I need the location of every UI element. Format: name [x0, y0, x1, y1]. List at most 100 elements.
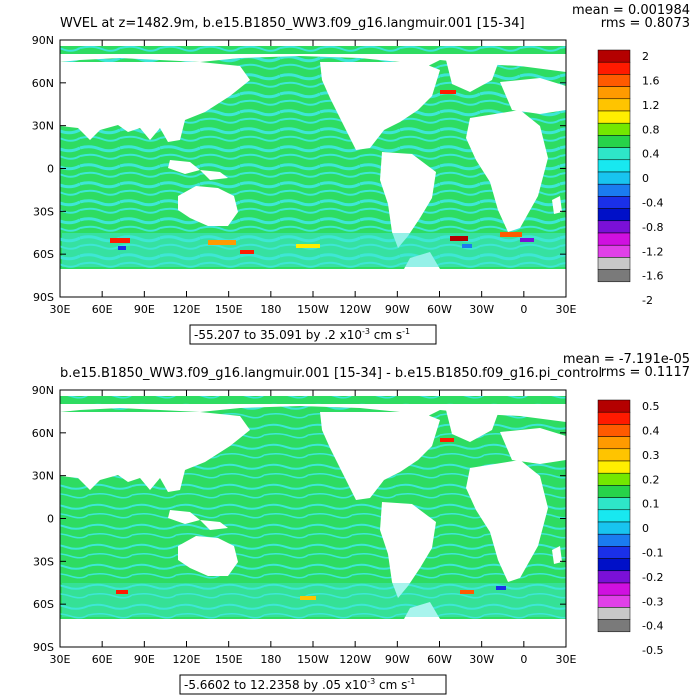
- colorbar-label: -2: [642, 294, 653, 307]
- panel-1-lat-labels: 90N 60N 30N 0 30S 60S 90S: [32, 34, 54, 304]
- panel-1-range-units-exp: -1: [402, 327, 410, 336]
- lat-label: 30N: [32, 470, 54, 483]
- panel-1-range-exp: -3: [362, 327, 370, 336]
- panel-1-stats-mean: mean = 0.001984: [572, 3, 690, 18]
- panel-2-map: [59, 389, 567, 648]
- map-panel-2: b.e15.B1850_WW3.f09_g16.langmuir.001 [15…: [32, 352, 690, 695]
- colorbar-label: 0.8: [642, 123, 660, 136]
- lon-label: 30W: [469, 303, 494, 316]
- lon-label: 60E: [92, 653, 113, 666]
- lon-label: 150E: [215, 303, 243, 316]
- colorbar-swatch: [597, 147, 631, 161]
- lon-label: 120E: [173, 303, 201, 316]
- colorbar-swatch: [597, 399, 631, 413]
- colorbar-swatch: [597, 98, 631, 112]
- lat-label: 90N: [32, 384, 54, 397]
- lon-label: 90W: [385, 653, 410, 666]
- colorbar-swatch: [597, 183, 631, 197]
- lon-label: 0: [520, 303, 527, 316]
- lon-label: 90E: [134, 303, 155, 316]
- svg-text:-55.207 to 35.091 by .2 x10-3: -55.207 to 35.091 by .2 x10-3 cm s-1: [194, 327, 410, 342]
- colorbar-label: -0.4: [642, 620, 663, 633]
- panel-2-title: b.e15.B1850_WW3.f09_g16.langmuir.001 [15…: [60, 366, 602, 381]
- lat-label: 30S: [33, 555, 54, 568]
- lon-label: 90W: [385, 303, 410, 316]
- colorbar-label: 0.3: [642, 449, 660, 462]
- colorbar-swatch: [597, 86, 631, 100]
- colorbar-swatch: [597, 436, 631, 450]
- panel-2-range-units-exp: -1: [407, 677, 415, 686]
- lon-label: 120W: [339, 303, 371, 316]
- lon-label: 30E: [50, 303, 71, 316]
- panel-1-range-units: cm s: [370, 328, 402, 342]
- lat-label: 90S: [33, 291, 54, 304]
- colorbar-swatch: [597, 74, 631, 87]
- colorbar-swatch: [597, 122, 631, 136]
- panel-2-ticks: [59, 389, 567, 648]
- lon-label: 60E: [92, 303, 113, 316]
- colorbar-swatch: [597, 411, 631, 425]
- colorbar-swatch: [597, 533, 631, 547]
- panel-2-range-exp: -3: [367, 677, 375, 686]
- colorbar-swatch: [597, 619, 631, 633]
- colorbar-label: 0.5: [642, 400, 660, 413]
- lon-label: 0: [520, 653, 527, 666]
- panel-1-stats-rms: rms = 0.8073: [601, 16, 690, 31]
- colorbar-label: -0.4: [642, 197, 663, 210]
- panel-2-stats-rms: rms = 0.1117: [601, 365, 690, 380]
- panel-1-colorbar: 2 1.6 1.2 0.8 0.4 0 -0.4 -0.8 -1.2 -1.6 -2: [597, 49, 663, 307]
- colorbar-label: -0.5: [642, 644, 663, 657]
- colorbar-swatch: [597, 257, 631, 270]
- lat-label: 0: [47, 513, 54, 526]
- panel-1-map: [59, 39, 567, 298]
- lon-label: 180: [260, 653, 281, 666]
- lat-label: 90S: [33, 641, 54, 654]
- colorbar-label: 0.4: [642, 148, 660, 161]
- colorbar-swatch: [597, 196, 631, 209]
- lat-label: 0: [47, 163, 54, 176]
- colorbar-swatch: [597, 424, 631, 437]
- colorbar-label: 0: [642, 172, 649, 185]
- lon-label: 150W: [297, 653, 329, 666]
- colorbar-swatch: [597, 220, 631, 234]
- colorbar-label: 1.2: [642, 99, 660, 112]
- lon-label: 150W: [297, 303, 329, 316]
- panel-1-land: [60, 54, 566, 297]
- colorbar-label: 2: [642, 50, 649, 63]
- colorbar-label: 0.4: [642, 425, 660, 438]
- colorbar-label: 0: [642, 522, 649, 535]
- svg-text:-5.6602 to 12.2358 by .05 x10-: -5.6602 to 12.2358 by .05 x10-3 cm s-1: [184, 677, 415, 692]
- colorbar-swatch: [597, 61, 631, 75]
- lon-label: 150E: [215, 653, 243, 666]
- colorbar-swatch: [597, 244, 631, 258]
- colorbar-swatch: [597, 110, 631, 124]
- map-panel-1: WVEL at z=1482.9m, b.e15.B1850_WW3.f09_g…: [32, 3, 690, 345]
- panel-2-range-text: -5.6602 to 12.2358 by .05 x10: [184, 678, 367, 692]
- colorbar-label: -0.2: [642, 571, 663, 584]
- lat-label: 30N: [32, 120, 54, 133]
- colorbar-label: 1.6: [642, 75, 660, 88]
- colorbar-swatch: [597, 607, 631, 620]
- panel-2-lon-labels: 30E 60E 90E 120E 150E 180 150W 120W 90W 60W 30W 0 30…: [50, 653, 577, 666]
- colorbar-label: -0.1: [642, 547, 663, 560]
- lat-label: 60S: [33, 598, 54, 611]
- panel-2-range-note: -5.6602 to 12.2358 by .05 x10-3 cm s-1: [179, 674, 447, 695]
- lon-label: 30W: [469, 653, 494, 666]
- panel-1-title: WVEL at z=1482.9m, b.e15.B1850_WW3.f09_g…: [60, 16, 525, 31]
- lon-label: 180: [260, 303, 281, 316]
- lat-label: 90N: [32, 34, 54, 47]
- colorbar-swatch: [597, 269, 631, 283]
- panel-2-stats-mean: mean = -7.191e-05: [563, 352, 690, 367]
- colorbar-swatch: [597, 546, 631, 559]
- lon-label: 90E: [134, 653, 155, 666]
- colorbar-swatch: [597, 159, 631, 173]
- lon-label: 30E: [50, 653, 71, 666]
- panel-1-range-note: -55.207 to 35.091 by .2 x10-3 cm s-1: [189, 324, 437, 345]
- panel-1-southern-streaks: [62, 90, 566, 267]
- panel-2-colorbar: 0.5 0.4 0.3 0.2 0.1 0 -0.1 -0.2 -0.3 -0.4 -0.5: [597, 399, 663, 657]
- colorbar-swatch: [597, 582, 631, 596]
- lon-label: 30E: [556, 303, 577, 316]
- lat-label: 60N: [32, 77, 54, 90]
- panel-1-ticks: [59, 39, 567, 298]
- colorbar-swatch: [597, 497, 631, 511]
